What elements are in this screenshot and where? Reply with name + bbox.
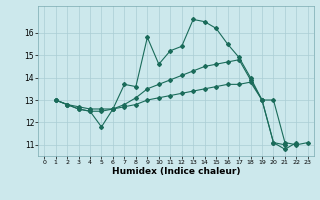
X-axis label: Humidex (Indice chaleur): Humidex (Indice chaleur) (112, 167, 240, 176)
